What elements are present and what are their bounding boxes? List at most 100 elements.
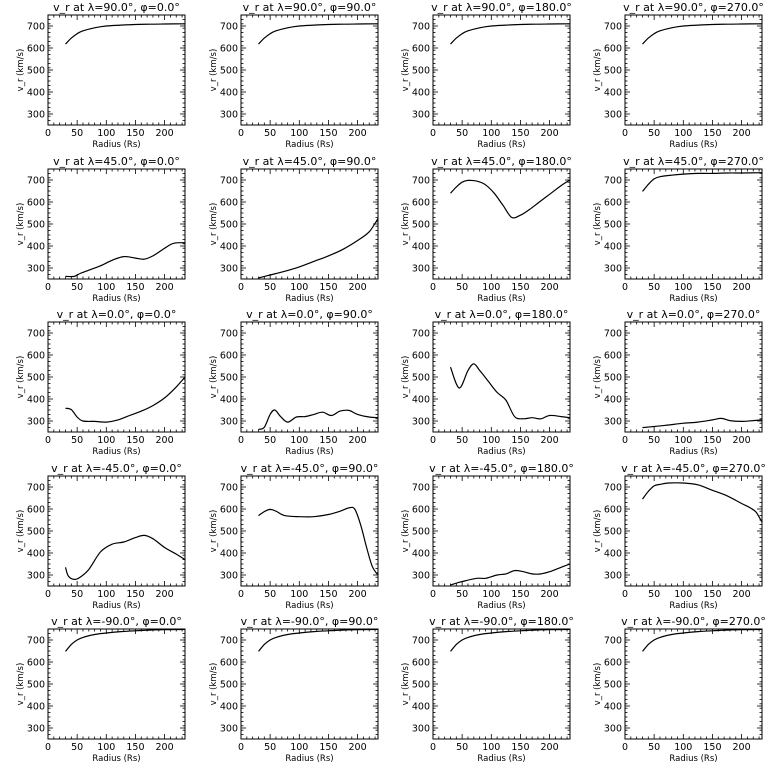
panel-title: v_r at λ=-90.0°, φ=270.0°: [621, 615, 766, 628]
y-tick-label: 600: [604, 351, 622, 362]
y-tick-label: 600: [220, 44, 238, 55]
x-axis-label: Radius (Rs): [477, 447, 525, 457]
y-tick-label: 700: [27, 329, 45, 340]
x-tick-label: 100: [290, 282, 308, 293]
x-tick-label: 200: [541, 589, 559, 600]
x-axis-label: Radius (Rs): [477, 294, 525, 304]
x-tick-label: 100: [482, 435, 500, 446]
x-tick-label: 50: [264, 589, 276, 600]
y-tick-label: 400: [220, 395, 238, 406]
y-axis-label: v_r (km/s): [209, 203, 219, 246]
x-tick-label: 150: [126, 589, 144, 600]
x-tick-label: 150: [511, 128, 529, 139]
y-tick-label: 400: [220, 88, 238, 99]
panel-title: v_r at λ=-90.0°, φ=90.0°: [241, 615, 379, 628]
y-tick-label: 700: [604, 176, 622, 187]
panel-title: v_r at λ=90.0°, φ=270.0°: [623, 1, 764, 14]
y-tick-label: 300: [604, 110, 622, 121]
x-axis-label: Radius (Rs): [92, 140, 140, 150]
y-tick-label: 300: [220, 724, 238, 735]
x-tick-label: 0: [238, 128, 244, 139]
x-tick-label: 150: [319, 282, 337, 293]
panel-13: v_r at λ=-45.0°, φ=0.0° 0 50 100 150 200 300 40…: [16, 462, 186, 611]
series-line-1: [65, 376, 186, 423]
y-tick-label: 400: [220, 702, 238, 713]
x-tick-label: 0: [238, 435, 244, 446]
plot-frame: [624, 475, 763, 587]
x-tick-label: 150: [126, 435, 144, 446]
y-tick-label: 500: [27, 680, 45, 691]
plot-frame: [240, 628, 379, 740]
plot-frame: [624, 14, 763, 126]
y-tick-label: 400: [27, 88, 45, 99]
x-tick-label: 150: [703, 742, 721, 753]
y-tick-label: 300: [27, 264, 45, 275]
x-tick-label: 200: [733, 282, 751, 293]
panel-2: v_r at λ=90.0°, φ=90.0° 0 50 100 150 200 300 40…: [209, 1, 379, 150]
panel-1: v_r at λ=90.0°, φ=0.0° 0 50 100 150 200 300 400…: [16, 1, 186, 150]
y-tick-label: 700: [220, 22, 238, 33]
y-tick-label: 300: [412, 264, 430, 275]
panel-title: v_r at λ=0.0°, φ=0.0°: [57, 308, 177, 321]
x-tick-label: 200: [349, 128, 367, 139]
x-axis-label: Radius (Rs): [285, 601, 333, 611]
y-tick-label: 600: [27, 44, 45, 55]
y-tick-label: 500: [220, 220, 238, 231]
x-tick-label: 100: [97, 589, 115, 600]
panel-title: v_r at λ=-90.0°, φ=0.0°: [51, 615, 182, 628]
x-tick-label: 100: [290, 128, 308, 139]
y-tick-label: 300: [412, 724, 430, 735]
y-tick-label: 600: [412, 658, 430, 669]
x-tick-label: 200: [733, 435, 751, 446]
plot-frame: [240, 14, 379, 126]
series-line-1: [642, 628, 763, 652]
x-tick-label: 50: [71, 128, 83, 139]
panel-title: v_r at λ=45.0°, φ=90.0°: [243, 155, 377, 168]
x-axis-label: Radius (Rs): [285, 140, 333, 150]
y-tick-label: 500: [412, 66, 430, 77]
series-line-1: [258, 409, 379, 430]
y-tick-label: 600: [604, 44, 622, 55]
panel-11: v_r at λ=0.0°, φ=180.0° 0 50 100 150 200 300 40…: [401, 308, 571, 457]
x-tick-label: 150: [511, 282, 529, 293]
x-tick-label: 150: [319, 435, 337, 446]
panel-18: v_r at λ=-90.0°, φ=90.0° 0 50 100 150 200 300 4…: [209, 615, 379, 764]
panel-title: v_r at λ=0.0°, φ=90.0°: [246, 308, 373, 321]
plot-frame: [47, 321, 186, 433]
y-tick-label: 700: [27, 636, 45, 647]
x-tick-label: 0: [45, 128, 51, 139]
x-tick-label: 50: [648, 742, 660, 753]
series-line-1: [65, 23, 186, 45]
series-line-1: [450, 23, 571, 45]
x-axis-label: Radius (Rs): [92, 754, 140, 764]
series-line-1: [450, 563, 571, 586]
y-tick-label: 400: [412, 549, 430, 560]
y-tick-label: 700: [220, 483, 238, 494]
y-tick-label: 500: [27, 220, 45, 231]
x-tick-label: 0: [238, 282, 244, 293]
x-axis-label: Radius (Rs): [669, 294, 717, 304]
x-tick-label: 150: [319, 128, 337, 139]
series-line-1: [449, 363, 571, 420]
y-tick-label: 600: [27, 351, 45, 362]
y-axis-label: v_r (km/s): [16, 356, 26, 399]
x-tick-label: 200: [156, 128, 174, 139]
y-tick-label: 500: [27, 373, 45, 384]
x-tick-label: 100: [290, 742, 308, 753]
y-tick-label: 500: [604, 373, 622, 384]
x-tick-label: 50: [264, 435, 276, 446]
y-tick-label: 600: [220, 198, 238, 209]
y-tick-label: 600: [412, 44, 430, 55]
series-line-1: [65, 628, 186, 652]
panel-15: v_r at λ=-45.0°, φ=180.0° 0 50 100 150 200 300…: [401, 462, 574, 611]
x-tick-label: 0: [45, 589, 51, 600]
x-tick-label: 200: [733, 128, 751, 139]
series-line-1: [64, 534, 186, 581]
y-axis-label: v_r (km/s): [401, 510, 411, 553]
x-axis-label: Radius (Rs): [669, 754, 717, 764]
x-tick-label: 0: [430, 589, 436, 600]
x-tick-label: 0: [238, 589, 244, 600]
y-tick-label: 700: [220, 636, 238, 647]
y-tick-label: 500: [604, 680, 622, 691]
